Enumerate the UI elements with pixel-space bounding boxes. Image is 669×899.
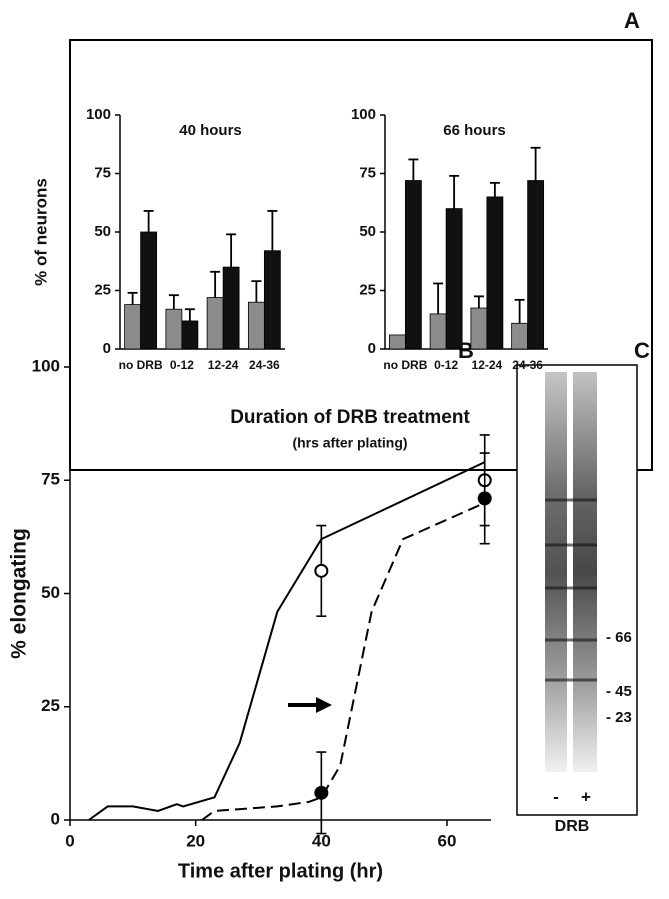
- x-tick-label: 12-24: [472, 358, 503, 372]
- x-tick-label: 60: [438, 831, 457, 850]
- bar: [140, 231, 158, 350]
- x-tick-label: 40: [312, 831, 331, 850]
- bar: [511, 322, 529, 350]
- x-tick-label: 0-12: [434, 358, 458, 372]
- x-tick-label: no DRB: [383, 358, 427, 372]
- y-tick-label: 75: [94, 164, 111, 181]
- y-axis-label: % of neurons: [31, 178, 50, 286]
- x-tick-label: 24-36: [512, 358, 543, 372]
- error-bar: [473, 295, 484, 309]
- y-tick-label: 25: [94, 281, 111, 298]
- lane-label: -: [553, 787, 559, 806]
- lane-label: +: [581, 787, 591, 806]
- error-bar: [210, 270, 221, 298]
- bar: [429, 313, 447, 350]
- point: [314, 785, 329, 800]
- y-tick-label: 75: [41, 470, 60, 489]
- bar: [263, 250, 281, 350]
- error-bar: [489, 181, 500, 197]
- error-bar: [433, 282, 444, 314]
- y-tick-label: 0: [103, 340, 111, 357]
- y-tick-label: 25: [359, 281, 376, 298]
- gel: [516, 364, 638, 816]
- error-bar: [184, 308, 195, 321]
- lane-group-label: DRB: [555, 818, 590, 835]
- y-tick-label: 50: [359, 223, 376, 240]
- error-bar: [168, 294, 179, 310]
- line: [88, 461, 486, 821]
- marker-label: - 66: [606, 629, 632, 646]
- marker-label: - 45: [606, 683, 632, 700]
- bar: [181, 320, 199, 350]
- x-tick-label: 24-36: [249, 358, 280, 372]
- error-bar: [408, 158, 419, 181]
- error-bar: [127, 291, 138, 305]
- y-tick-label: 50: [41, 583, 60, 602]
- bar: [470, 307, 488, 350]
- point: [477, 491, 492, 506]
- error-bar: [267, 210, 278, 251]
- y-tick-label: 25: [41, 696, 60, 715]
- bar: [206, 297, 224, 350]
- marker-label: - 23: [606, 709, 632, 726]
- error-bar: [449, 174, 460, 209]
- error-bar: [514, 298, 525, 324]
- x-axis-label: Duration of DRB treatment: [230, 407, 470, 428]
- panel-label: A: [624, 8, 640, 33]
- error-bar: [251, 280, 262, 303]
- y-tick-label: 75: [359, 164, 376, 181]
- x-tick-label: no DRB: [119, 358, 163, 372]
- bar: [222, 266, 240, 350]
- y-tick-label: 100: [351, 106, 376, 123]
- y-tick-label: 50: [94, 223, 111, 240]
- chart-title: 40 hours: [179, 122, 242, 139]
- x-axis-note: (hrs after plating): [292, 435, 407, 451]
- bar: [445, 208, 463, 350]
- bar: [388, 334, 406, 350]
- y-tick-label: 0: [368, 340, 376, 357]
- arrow: [288, 697, 332, 713]
- bar: [527, 180, 545, 350]
- error-bar: [226, 233, 237, 268]
- bar: [247, 301, 265, 350]
- bar: [404, 180, 422, 350]
- point: [314, 563, 329, 578]
- bar: [124, 304, 142, 350]
- x-tick-label: 20: [186, 831, 205, 850]
- y-tick-label: 0: [51, 809, 60, 828]
- x-tick-label: 0-12: [170, 358, 194, 372]
- panel-label: C: [634, 338, 650, 363]
- y-tick-label: 100: [32, 356, 60, 375]
- error-bar: [143, 210, 154, 232]
- bar: [486, 196, 504, 350]
- x-axis-label: Time after plating (hr): [178, 860, 383, 882]
- y-axis-label: % elongating: [8, 528, 31, 659]
- bar: [165, 308, 183, 350]
- y-tick-label: 100: [86, 106, 111, 123]
- chart-title: 66 hours: [443, 122, 506, 139]
- panel-a-frame: [69, 39, 653, 471]
- x-tick-label: 0: [65, 831, 74, 850]
- line: [201, 501, 486, 821]
- x-tick-label: 12-24: [208, 358, 239, 372]
- error-bar: [530, 146, 541, 181]
